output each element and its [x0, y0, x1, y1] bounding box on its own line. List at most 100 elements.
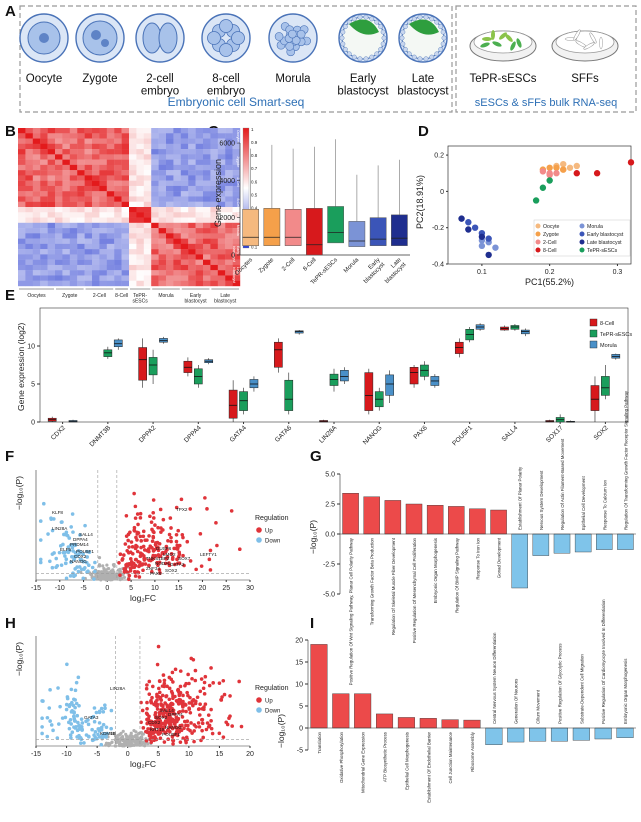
heatmap-cell	[232, 191, 241, 197]
gene-label-down: SALL4	[79, 532, 93, 537]
up-point	[174, 539, 179, 544]
heatmap-cell	[99, 185, 107, 192]
heatmap-cell	[158, 175, 167, 181]
heatmap-cell	[180, 175, 189, 181]
heatmap-cell	[232, 201, 241, 208]
heatmap-cell	[151, 243, 159, 250]
up-point	[133, 546, 138, 551]
down-point	[75, 728, 80, 733]
heatmap-cell	[136, 154, 144, 160]
box-4	[327, 139, 344, 244]
heatmap-cell	[25, 154, 33, 160]
heatmap-cell	[69, 212, 78, 218]
heatmap-cell	[217, 217, 226, 223]
go-term-i-bar	[616, 727, 634, 738]
heatmap-cell	[32, 128, 41, 134]
heatmap-cell	[225, 143, 233, 150]
heatmap-cell	[92, 280, 100, 287]
heatmap-cell	[136, 280, 144, 287]
heatmap-cell	[129, 159, 137, 166]
up-point	[197, 713, 202, 717]
heatmap-cell	[158, 254, 167, 260]
heatmap-cell	[47, 238, 56, 245]
down-point	[72, 716, 77, 721]
up-point	[185, 539, 190, 544]
heatmap-cell	[55, 238, 63, 245]
y-axis-title: PC2(18.91%)	[415, 175, 425, 229]
down-point	[74, 680, 79, 685]
heatmap-cell	[32, 201, 41, 208]
heatmap-cell	[55, 133, 63, 139]
heatmap-cell	[158, 270, 167, 276]
heatmap-cell	[217, 170, 226, 176]
heatmap-cell	[62, 249, 70, 255]
down-point	[67, 720, 71, 725]
heatmap-cell	[195, 170, 204, 176]
heatmap-cell	[217, 238, 226, 245]
ns-point	[131, 739, 136, 743]
heatmap-cell	[92, 154, 100, 160]
x-tick-label: -10	[62, 751, 72, 758]
heatmap-cell	[25, 207, 33, 213]
up-point	[132, 528, 137, 533]
go-term-i-bar	[463, 719, 481, 729]
up-point	[126, 538, 130, 543]
trophectoderm-cell	[381, 35, 387, 41]
go-term-i-bar	[550, 727, 568, 742]
heatmap-cell	[203, 170, 211, 176]
up-point	[229, 509, 234, 513]
gene-box	[340, 367, 349, 384]
up-point	[165, 684, 169, 689]
heatmap-cell	[173, 196, 181, 202]
heatmap-cell	[203, 243, 211, 250]
heatmap-cell	[203, 164, 211, 171]
panel-letter-h: H	[5, 615, 16, 632]
go-term-g-bar-label: Transforming Growth Factor Beta Producti…	[370, 537, 375, 625]
heatmap-cell	[106, 154, 115, 160]
heatmap-cell	[55, 228, 63, 234]
y-tick-label: 6000	[219, 141, 235, 148]
down-point	[73, 542, 77, 547]
heatmap-cell	[55, 264, 63, 271]
heatmap-cell	[32, 175, 41, 181]
y-tick-label: 4000	[219, 178, 235, 185]
heatmap-cell	[32, 280, 41, 287]
heatmap-cell	[84, 243, 93, 250]
heatmap-cell	[180, 222, 189, 229]
nucleus	[39, 33, 49, 43]
up-point	[179, 497, 184, 502]
heatmap-cell	[69, 249, 78, 255]
heatmap-cell	[143, 185, 152, 192]
trophectoderm-cell	[411, 16, 417, 22]
heatmap-cell	[121, 249, 130, 255]
heatmap-group-label: 2-Cell	[93, 293, 106, 299]
heatmap-cell	[106, 159, 115, 166]
heatmap-cell	[18, 259, 26, 266]
heatmap-cell	[69, 222, 78, 229]
pca-point	[546, 171, 553, 179]
box-body	[327, 206, 344, 244]
up-point	[230, 724, 235, 728]
up-point	[145, 706, 149, 711]
go-term-i-bar	[354, 693, 372, 729]
heatmap-cell	[180, 133, 189, 139]
legend-label: TePR-sESCs	[587, 248, 618, 254]
x-axis-title: PC1(55.2%)	[525, 277, 574, 287]
heatmap-cell	[47, 185, 56, 192]
heatmap-cell	[158, 249, 167, 255]
heatmap-cell	[166, 164, 174, 171]
heatmap-cell	[62, 149, 70, 155]
trophectoderm-cell	[434, 19, 440, 25]
heatmap-cell	[69, 175, 78, 181]
gene-label-up: SOX7	[178, 556, 191, 561]
trophectoderm-cell	[339, 35, 345, 41]
pca-point	[465, 219, 472, 226]
heatmap-cell	[195, 280, 204, 287]
up-point	[203, 496, 207, 500]
heatmap-cell	[92, 233, 100, 239]
heatmap-cell	[129, 180, 137, 187]
blastomere	[285, 42, 294, 51]
colorbar-tick-label: 1	[251, 127, 254, 132]
heatmap-cell	[203, 233, 211, 239]
heatmap-cell	[84, 254, 93, 260]
